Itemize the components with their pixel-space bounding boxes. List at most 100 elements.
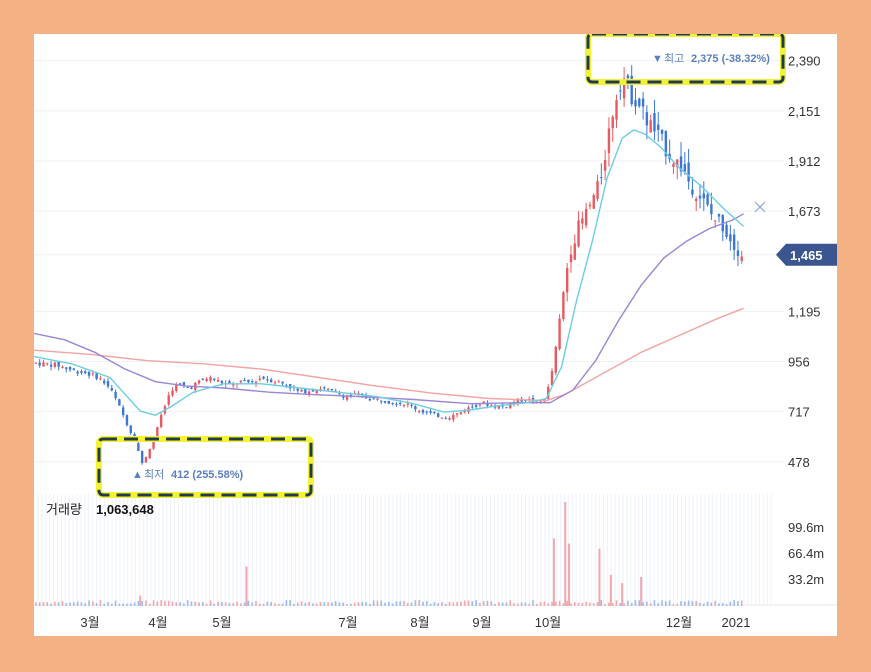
volume-bar xyxy=(376,600,379,606)
volume-bar xyxy=(198,602,200,606)
candle-body xyxy=(277,381,280,383)
volume-bar xyxy=(422,601,424,606)
candle-body xyxy=(474,404,478,407)
volume-bar xyxy=(657,603,660,606)
candle-body xyxy=(539,400,542,402)
volume-bar xyxy=(277,603,280,606)
volume-bar xyxy=(573,602,576,606)
volume-bar xyxy=(592,603,595,606)
candle-body xyxy=(679,156,683,172)
candle-body xyxy=(342,395,345,398)
volume-bar xyxy=(338,602,341,606)
high-annotation-highlight: ▼ 최고 2,375 (-38.32%) xyxy=(585,31,786,85)
x-tick-label: 4월 xyxy=(148,615,167,630)
volume-bar xyxy=(327,602,329,606)
x-tick-label: 7월 xyxy=(338,615,357,630)
volume-bar xyxy=(684,601,686,606)
volume-bar xyxy=(687,600,690,606)
volume-bar xyxy=(92,601,94,606)
volume-bar xyxy=(179,602,181,606)
volume-bar xyxy=(524,602,527,606)
volume-bar xyxy=(517,603,519,606)
price-tick-label: 2,390 xyxy=(788,54,821,69)
x-tick-label: 3월 xyxy=(80,615,99,630)
candle-body xyxy=(645,112,649,126)
candle-body xyxy=(220,380,224,384)
volume-bar xyxy=(258,603,261,606)
high-arrow: ▼ xyxy=(652,53,663,65)
volume-bar xyxy=(73,602,75,606)
candle-body xyxy=(497,405,501,409)
volume-bar xyxy=(505,602,508,606)
candle-body xyxy=(205,378,208,381)
volume-bar xyxy=(228,603,231,606)
candle-body xyxy=(638,98,641,107)
volume-bar xyxy=(304,602,307,606)
volume-bar xyxy=(160,600,162,606)
volume-bar xyxy=(467,600,470,606)
volume-spike xyxy=(552,538,555,606)
candle-body xyxy=(53,362,57,367)
candle-body xyxy=(603,160,607,171)
candle-body xyxy=(76,371,79,374)
volume-bar xyxy=(88,600,90,606)
volume-bar xyxy=(114,600,117,606)
x-tick-label: 2021 xyxy=(722,615,751,630)
candle-body xyxy=(562,292,565,320)
candle-body xyxy=(345,396,349,400)
volume-bar xyxy=(536,603,538,606)
volume-bar xyxy=(490,601,493,606)
volume-bar xyxy=(80,602,83,606)
candle-body xyxy=(201,378,205,380)
volume-bar xyxy=(247,600,250,606)
candle-body xyxy=(72,368,76,370)
volume-bar xyxy=(167,600,170,606)
volume-bar xyxy=(539,601,542,606)
volume-bar xyxy=(608,602,610,606)
candle-body xyxy=(660,129,664,134)
candle-body xyxy=(114,391,117,399)
volume-bar xyxy=(164,600,166,606)
candle-body xyxy=(383,401,387,403)
volume-bar xyxy=(471,601,474,606)
volume-bar xyxy=(186,600,189,606)
candle-body xyxy=(171,390,174,396)
candle-body xyxy=(106,381,110,387)
volume-bar xyxy=(361,601,364,606)
volume-bar xyxy=(42,602,45,606)
candle-body xyxy=(425,411,428,413)
candle-body xyxy=(406,403,409,405)
candle-body xyxy=(80,371,83,373)
volume-bar xyxy=(110,603,113,606)
volume-bar xyxy=(554,601,557,606)
volume-bar xyxy=(706,601,709,606)
volume-bar xyxy=(209,600,212,606)
stock-chart[interactable]: 478 717 956 1,195 1,673 1,912 2,151 2,390 33.2m… xyxy=(33,31,837,636)
volume-bar xyxy=(634,600,637,606)
volume-tick-label: 33.2m xyxy=(788,572,824,587)
candle-body xyxy=(315,389,318,394)
volume-bar xyxy=(418,600,420,606)
volume-spike xyxy=(245,566,248,606)
volume-bar xyxy=(668,600,671,606)
current-price-label: 1,465 xyxy=(790,248,823,263)
candle-body xyxy=(84,371,87,374)
low-annotation-highlight: ▲ 최저 412 (255.58%) xyxy=(96,436,314,498)
volume-bar xyxy=(486,600,489,606)
candle-body xyxy=(459,412,463,415)
candle-body xyxy=(448,418,451,420)
volume-bar xyxy=(653,600,656,606)
candle-body xyxy=(152,437,155,449)
candle-body xyxy=(478,404,482,406)
candle-body xyxy=(482,401,485,404)
volume-bar xyxy=(315,603,318,606)
volume-bar xyxy=(589,602,591,606)
candle-body xyxy=(239,380,243,383)
candle-body xyxy=(672,163,675,168)
volume-bar xyxy=(615,600,618,606)
volume-bar xyxy=(695,600,698,606)
volume-bar xyxy=(718,603,720,606)
candle-body xyxy=(34,362,38,364)
candle-body xyxy=(243,379,246,381)
volume-bar xyxy=(232,602,235,606)
